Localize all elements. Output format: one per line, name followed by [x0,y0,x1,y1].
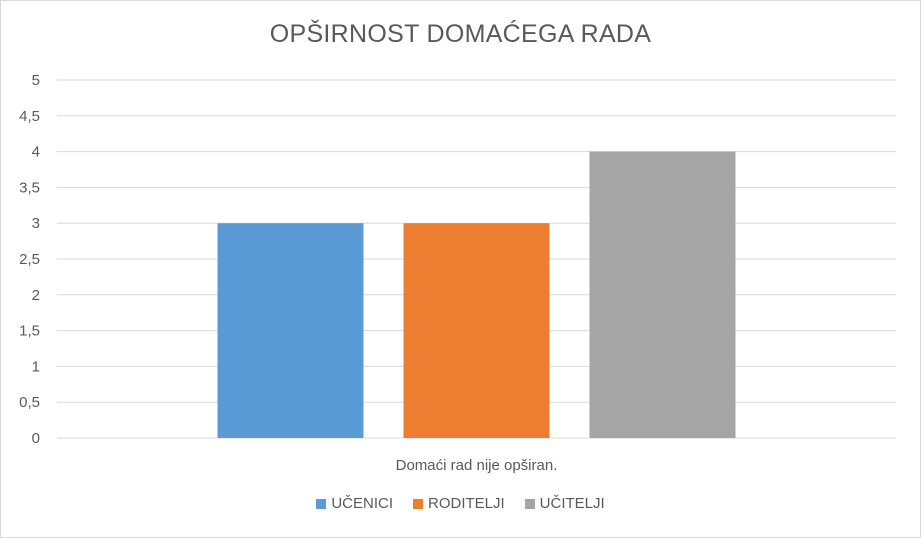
bar-roditelji [403,223,550,438]
x-axis: Domaći rad nije opširan. [396,457,558,474]
y-tick-label: 0 [32,430,40,447]
legend-swatch [316,498,327,509]
y-tick-label: 5 [32,72,40,89]
legend-label: UČENICI [331,495,393,512]
y-tick-label: 3 [32,215,40,232]
legend-swatch [524,498,535,509]
y-tick-label: 0,5 [19,394,40,411]
chart-title: OPŠIRNOST DOMAĆEGA RADA [269,20,652,48]
legend-item: UČITELJI [524,495,605,512]
y-tick-label: 2 [32,287,40,304]
y-axis-tick-labels: 0 0,5 1 1,5 2 2,5 3 3,5 4 4,5 5 [19,72,40,447]
y-tick-label: 4,5 [19,108,40,125]
y-tick-label: 3,5 [19,179,40,196]
legend-label: RODITELJI [427,495,505,512]
legend: UČENICI RODITELJI UČITELJI [0,495,921,512]
legend-swatch [412,498,423,509]
legend-label: UČITELJI [539,495,605,512]
bars [217,151,736,438]
x-category-label: Domaći rad nije opširan. [396,457,558,474]
legend-item: RODITELJI [412,495,505,512]
legend-item: UČENICI [316,495,393,512]
bar-učenici [217,223,364,438]
y-tick-label: 2,5 [19,251,40,268]
bar-učitelji [589,151,736,438]
y-tick-label: 1 [32,358,40,375]
y-tick-label: 1,5 [19,323,40,340]
y-tick-label: 4 [32,144,40,161]
